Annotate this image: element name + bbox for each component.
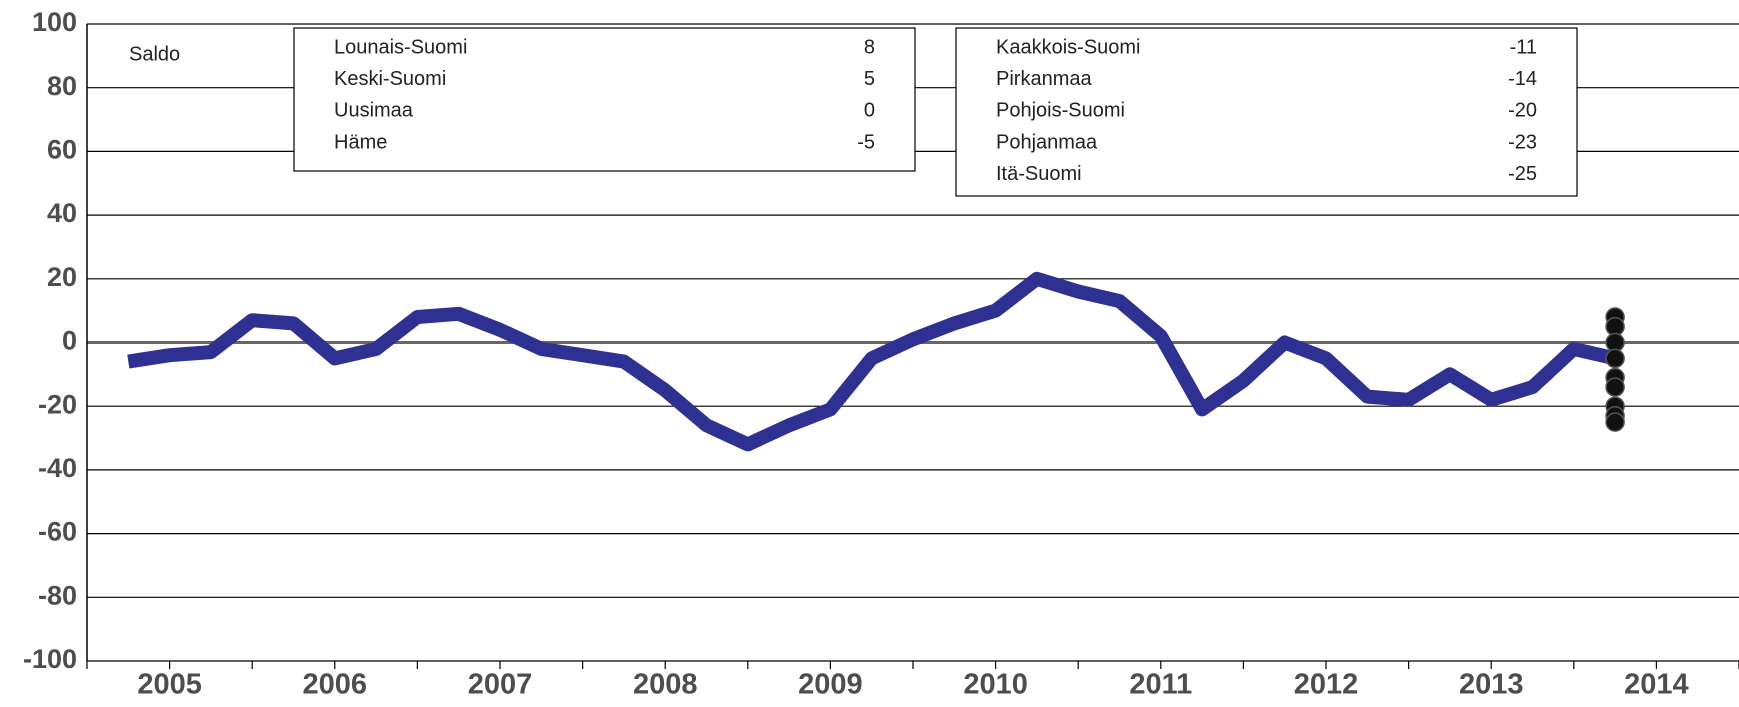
y-tick-label: -60 <box>38 517 77 547</box>
legend-name: Itä-Suomi <box>996 163 1082 185</box>
x-tick-label: 2005 <box>137 669 202 701</box>
y-tick-label: 40 <box>47 198 77 228</box>
y-tick-label: 80 <box>47 71 77 101</box>
legend-name: Pohjanmaa <box>996 131 1098 153</box>
x-tick-label: 2014 <box>1624 669 1689 701</box>
y-tick-label: -80 <box>38 580 77 610</box>
y-tick-label: -40 <box>38 453 77 483</box>
y-tick-label: 0 <box>62 326 77 356</box>
legend-name: Uusimaa <box>334 100 414 122</box>
axis-label: Saldo <box>129 43 180 65</box>
x-tick-label: 2013 <box>1459 669 1524 701</box>
legend-name: Pirkanmaa <box>996 68 1092 90</box>
legend-box <box>955 27 1578 197</box>
legend-value: -5 <box>857 131 875 153</box>
y-tick-label: -100 <box>23 644 77 674</box>
legend-value: -25 <box>1508 163 1537 185</box>
x-tick-label: 2010 <box>963 669 1028 701</box>
legend-value: 8 <box>864 36 875 58</box>
legend-name: Pohjois-Suomi <box>996 100 1125 122</box>
data-line <box>127 271 1617 452</box>
legend-value: 5 <box>864 68 875 90</box>
y-tick-label: 20 <box>47 262 77 292</box>
x-tick-label: 2006 <box>303 669 368 701</box>
x-tick-label: 2008 <box>633 669 698 701</box>
y-tick-label: 100 <box>32 7 77 37</box>
x-tick-label: 2011 <box>1129 669 1192 701</box>
y-tick-label: 60 <box>47 135 77 165</box>
legend-value: -20 <box>1508 100 1537 122</box>
legend-name: Keski-Suomi <box>334 68 446 90</box>
x-tick-label: 2007 <box>468 669 533 701</box>
legend-name: Häme <box>334 131 387 153</box>
x-tick-label: 2012 <box>1294 669 1359 701</box>
legend-name: Lounais-Suomi <box>334 36 467 58</box>
region-dot <box>1605 377 1625 397</box>
legend-value: -23 <box>1508 131 1537 153</box>
legend-value: -11 <box>1510 36 1537 58</box>
legend-value: -14 <box>1508 68 1537 90</box>
x-tick-label: 2009 <box>798 669 863 701</box>
legend-name: Kaakkois-Suomi <box>996 36 1141 58</box>
legend-box <box>293 27 916 172</box>
region-dot <box>1605 348 1625 369</box>
legend-value: 0 <box>864 100 875 122</box>
region-dot <box>1605 412 1625 432</box>
y-tick-label: -20 <box>38 389 77 419</box>
